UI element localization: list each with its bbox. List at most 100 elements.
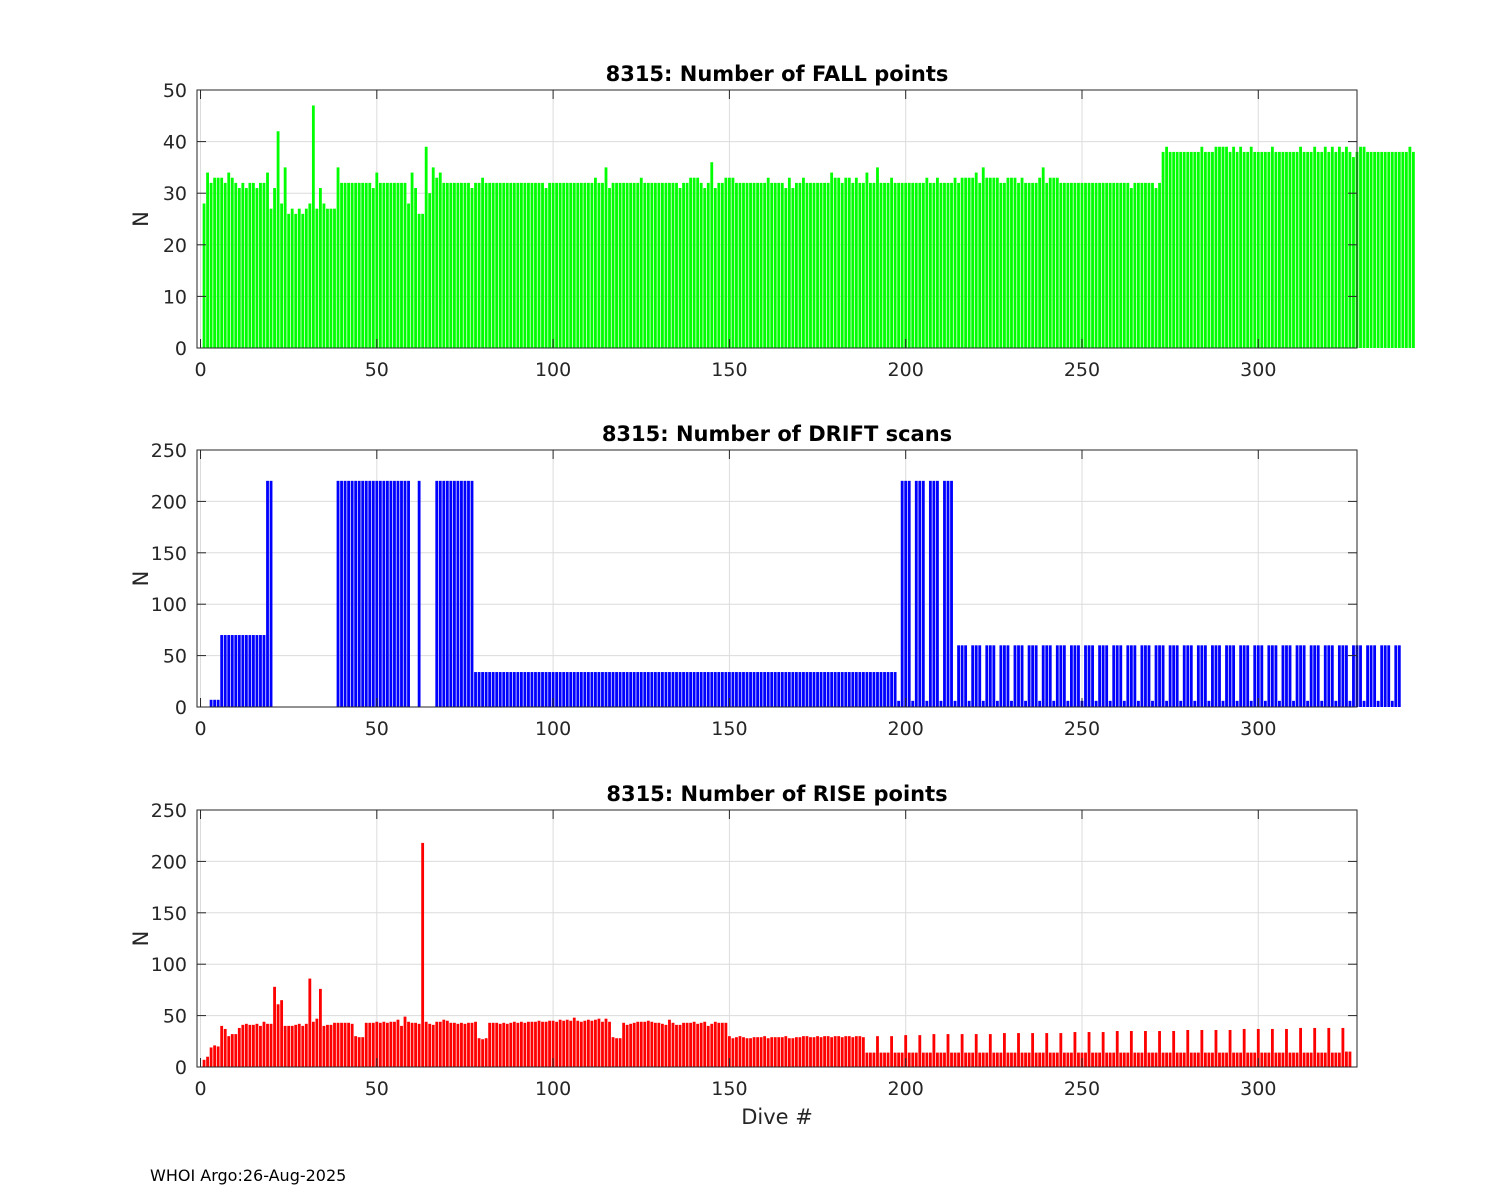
bar-rise xyxy=(463,1023,467,1067)
bar-rise xyxy=(784,1036,788,1067)
bar-fall xyxy=(883,182,886,348)
bar-rise xyxy=(1020,1052,1024,1067)
bar-drift xyxy=(964,645,968,707)
bar-drift xyxy=(586,672,590,707)
bar-fall xyxy=(685,182,689,348)
bar-rise xyxy=(897,1052,901,1067)
bar-fall xyxy=(340,182,343,348)
bar-drift xyxy=(731,672,735,707)
bar-fall xyxy=(752,182,756,348)
bar-rise xyxy=(488,1022,492,1067)
bar-fall xyxy=(1214,146,1218,348)
bar-drift xyxy=(1281,645,1285,707)
bar-fall xyxy=(900,182,904,348)
bar-fall xyxy=(1038,177,1042,348)
x-tick-label: 250 xyxy=(1064,1078,1100,1100)
bar-fall xyxy=(318,188,322,348)
bar-fall xyxy=(724,177,728,348)
bar-fall xyxy=(470,188,474,348)
bar-drift xyxy=(703,672,707,707)
bar-fall xyxy=(273,188,276,348)
bar-rise xyxy=(1129,1031,1133,1067)
bar-rise xyxy=(812,1037,816,1067)
bar-fall xyxy=(664,182,668,348)
bar-fall xyxy=(964,177,968,348)
bar-fall xyxy=(851,182,855,348)
bar-drift xyxy=(1362,700,1366,707)
bar-fall xyxy=(452,182,456,348)
bar-rise xyxy=(375,1021,379,1067)
bar-drift xyxy=(759,672,763,707)
bar-fall xyxy=(727,177,731,348)
bar-fall xyxy=(847,177,851,348)
bar-fall xyxy=(1394,151,1398,348)
bar-rise xyxy=(1242,1028,1246,1067)
bar-fall xyxy=(287,213,291,348)
bar-rise xyxy=(1196,1052,1200,1067)
bar-rise xyxy=(336,1022,340,1067)
bar-rise xyxy=(939,1052,943,1067)
bar-rise xyxy=(798,1037,802,1067)
bar-rise xyxy=(904,1035,908,1067)
bar-rise xyxy=(1038,1052,1042,1067)
bar-fall xyxy=(442,182,446,348)
bar-rise xyxy=(717,1022,721,1067)
bar-fall xyxy=(297,208,301,348)
bar-fall xyxy=(967,177,971,348)
bar-drift xyxy=(220,635,224,707)
bar-fall xyxy=(890,177,893,348)
bar-fall xyxy=(1228,151,1232,348)
bar-fall xyxy=(234,182,238,348)
bar-fall xyxy=(1010,177,1013,348)
bar-fall xyxy=(572,182,576,348)
bar-drift xyxy=(1302,645,1306,707)
bar-drift xyxy=(1101,645,1105,707)
bar-rise xyxy=(1337,1052,1341,1067)
bar-fall xyxy=(1115,182,1119,348)
bar-drift xyxy=(417,480,421,707)
bar-fall xyxy=(904,182,908,348)
bar-rise xyxy=(347,1022,351,1067)
bar-fall xyxy=(354,182,358,348)
bar-drift xyxy=(523,672,527,707)
bar-drift xyxy=(1369,645,1373,707)
bar-drift xyxy=(756,672,760,707)
bar-drift xyxy=(1253,645,1257,707)
bar-fall xyxy=(791,188,795,348)
bar-fall xyxy=(1147,182,1151,348)
bar-drift xyxy=(1027,645,1031,707)
bar-rise xyxy=(650,1021,654,1067)
bar-rise xyxy=(840,1037,844,1067)
bar-drift xyxy=(837,672,841,707)
bar-fall xyxy=(555,182,559,348)
bar-rise xyxy=(713,1021,717,1067)
bar-fall xyxy=(537,182,541,348)
bar-drift xyxy=(1330,645,1334,707)
bar-fall xyxy=(689,177,693,348)
bar-fall xyxy=(696,177,700,348)
bar-fall xyxy=(625,182,629,348)
bar-fall xyxy=(1323,146,1327,348)
bar-fall xyxy=(794,182,798,348)
bar-rise xyxy=(389,1021,393,1067)
bar-rise xyxy=(311,1021,315,1067)
bar-rise xyxy=(601,1021,604,1067)
bar-drift xyxy=(696,672,700,707)
bar-drift xyxy=(911,700,915,707)
bar-rise xyxy=(1200,1029,1204,1067)
bar-rise xyxy=(452,1022,456,1067)
bar-drift xyxy=(1031,645,1035,707)
bar-rise xyxy=(304,1023,308,1067)
bar-rise xyxy=(890,1036,893,1067)
bar-fall xyxy=(1267,151,1271,348)
bar-drift xyxy=(1394,645,1398,707)
bar-drift xyxy=(1387,645,1391,707)
bar-drift xyxy=(555,672,559,707)
bar-rise xyxy=(213,1045,217,1067)
bar-fall xyxy=(622,182,626,348)
bar-drift xyxy=(823,672,827,707)
bar-fall xyxy=(558,182,562,348)
bar-rise xyxy=(981,1052,985,1067)
bar-rise xyxy=(220,1025,224,1067)
bar-drift xyxy=(403,480,407,707)
